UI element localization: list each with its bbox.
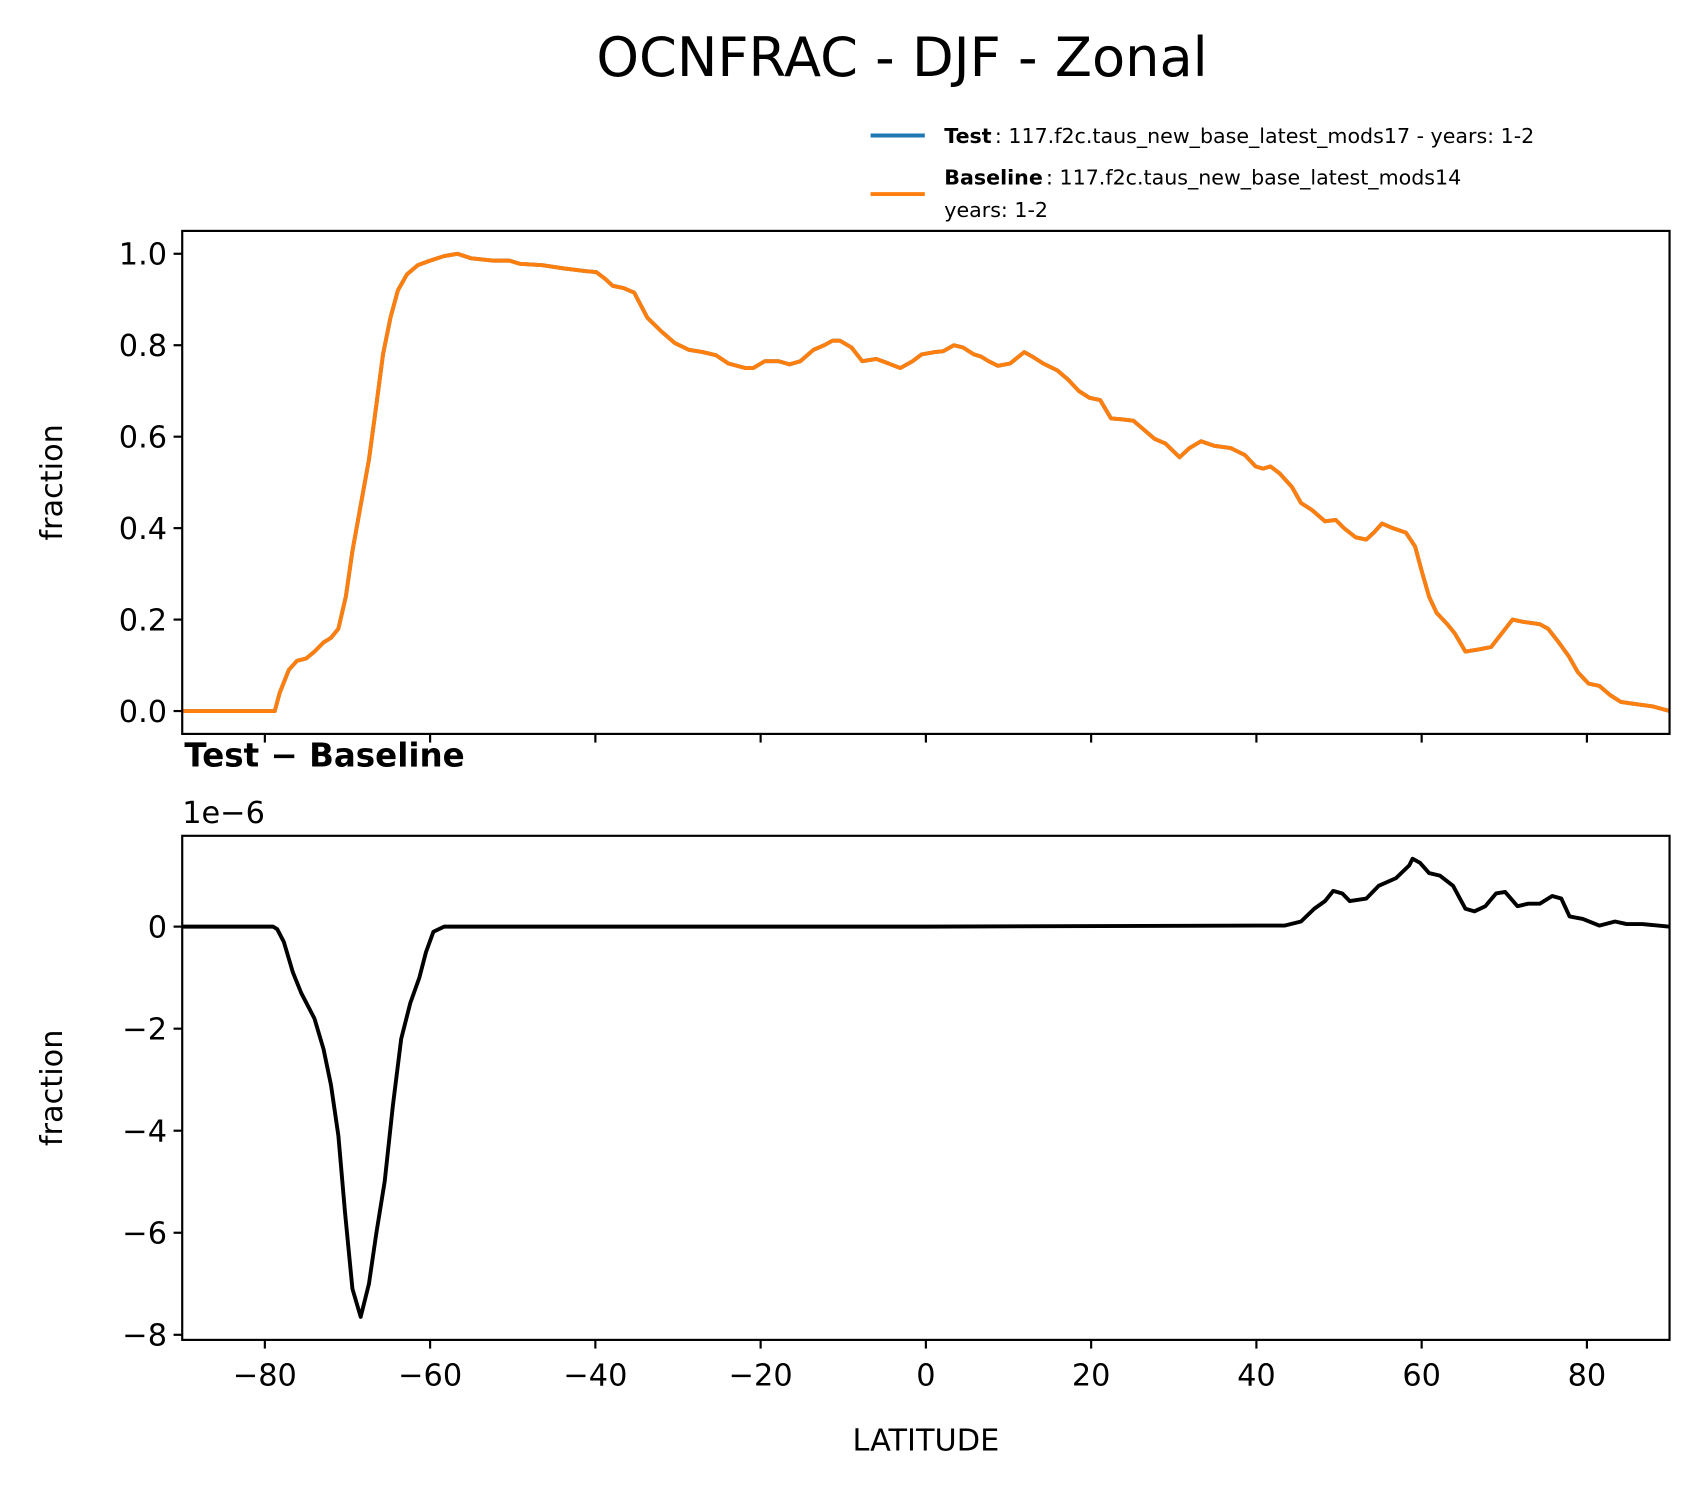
x-tick-label: 40 [1237,1358,1276,1393]
x-tick-label: −80 [233,1358,297,1393]
legend-label: : 117.f2c.taus_new_base_latest_mods17 - … [995,124,1534,149]
y-tick-label: −2 [122,1013,167,1048]
y-tick-label: 1.0 [119,238,167,273]
x-tick-label: −60 [398,1358,462,1393]
x-tick-label: −40 [563,1358,627,1393]
x-axis-label: LATITUDE [852,1423,999,1458]
y-tick-label: −4 [122,1115,167,1150]
y-tick-label: −6 [122,1217,167,1252]
legend-name: Test [944,124,992,148]
y-tick-label: 0.2 [119,603,167,638]
x-tick-label: 0 [916,1358,935,1393]
y-tick-label: 0.0 [119,695,167,730]
y-tick-label: −8 [122,1319,167,1354]
y-axis-label: fraction [35,1030,70,1147]
y-tick-label: 0 [148,910,167,945]
legend-entry: Baseline: 117.f2c.taus_new_base_latest_m… [944,165,1461,190]
x-tick-label: 20 [1072,1358,1111,1393]
x-tick-label: −20 [729,1358,793,1393]
chart-title: OCNFRAC - DJF - Zonal [596,26,1207,89]
legend-label: years: 1-2 [944,198,1048,222]
y-tick-label: 0.8 [119,329,167,364]
legend-name: Baseline [944,165,1043,189]
y-tick-label: 0.6 [119,421,167,456]
subplot-title: Test − Baseline [184,736,464,774]
y-axis-label: fraction [35,424,70,541]
x-tick-label: 60 [1402,1358,1441,1393]
data-line [182,856,1670,1319]
legend-label: : 117.f2c.taus_new_base_latest_mods14 [1046,165,1461,190]
data-line [182,251,1670,713]
x-tick-label: 80 [1568,1358,1607,1393]
offset-text: 1e−6 [182,796,265,831]
legend-entry: Test: 117.f2c.taus_new_base_latest_mods1… [944,124,1534,149]
y-tick-label: 0.4 [119,512,167,547]
